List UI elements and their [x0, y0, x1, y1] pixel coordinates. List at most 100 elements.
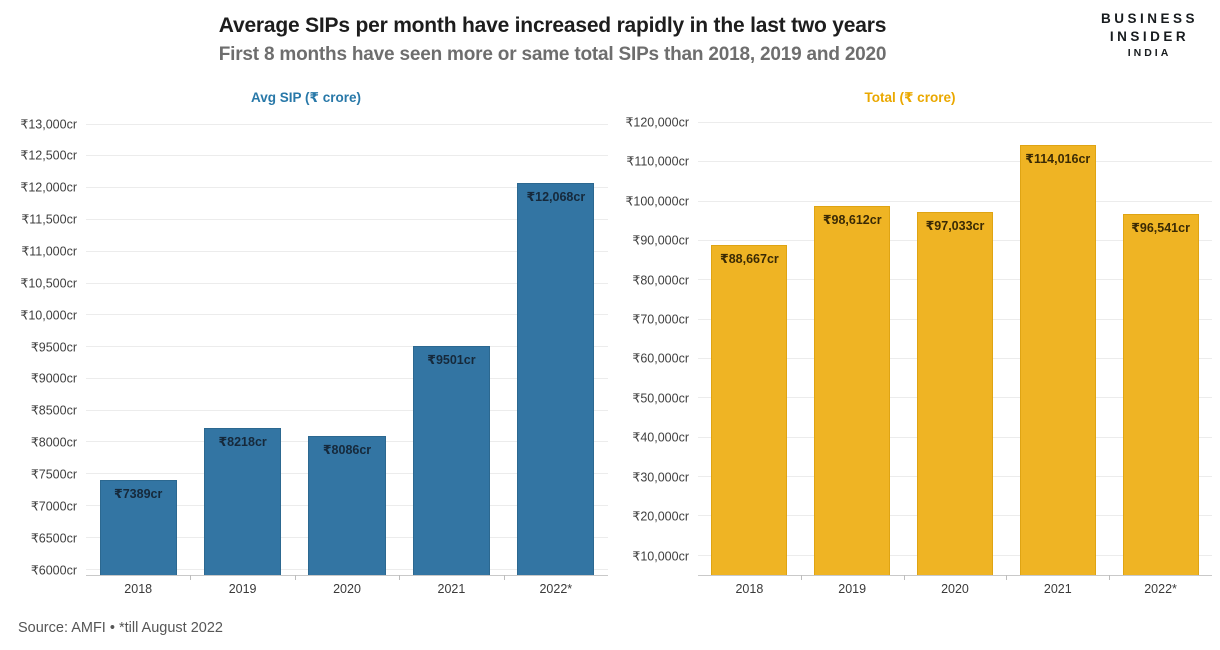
x-tick-label: 2022* [1144, 582, 1177, 596]
y-tick-label: ₹7000cr [30, 499, 77, 514]
x-tick-label: 2019 [228, 582, 257, 596]
axis-tick [294, 575, 296, 580]
y-tick-label: ₹60,000cr [632, 351, 689, 366]
bars-layer: ₹88,667cr ₹98,612cr ₹97,033cr ₹114,016cr ₹96… [698, 114, 1212, 575]
page-subtitle: First 8 months have seen more or same to… [218, 44, 887, 65]
bar-2022*: ₹12,068cr [517, 182, 595, 575]
axis-tick [190, 575, 192, 580]
y-tick-label: ₹20,000cr [632, 509, 689, 524]
bar-slot: ₹88,667cr [698, 114, 801, 575]
gridline [86, 155, 608, 157]
source-note: Source: AMFI • *till August 2022 [18, 620, 223, 636]
gridline [86, 377, 608, 379]
total-sip-x-axis: 2018 2019 2020 2021 2022* [698, 576, 1212, 596]
gridline [86, 282, 608, 284]
y-tick-label: ₹40,000cr [632, 430, 689, 445]
bar-2022*: ₹96,541cr [1122, 214, 1199, 575]
y-tick-label: ₹6000cr [30, 563, 77, 578]
bar-slot: ₹97,033cr [904, 114, 1007, 575]
y-tick-label: ₹10,000cr [632, 549, 689, 563]
bar-slot: ₹8218cr [190, 114, 294, 575]
bar-slot: ₹7389cr [86, 114, 190, 575]
gridline [86, 250, 608, 252]
header: Average SIPs per month have increased ra… [0, 0, 1220, 82]
bar-value-label: ₹8086cr [322, 443, 372, 458]
bar-2018: ₹88,667cr [711, 245, 788, 575]
x-tick-label: 2021 [437, 582, 466, 596]
gridline [698, 161, 1212, 163]
axis-tick [800, 575, 802, 580]
x-tick-label: 2020 [333, 582, 361, 596]
bar-value-label: ₹9501cr [427, 353, 476, 368]
bar-value-label: ₹8218cr [218, 434, 267, 449]
axis-tick [1006, 575, 1008, 580]
bar-slot: ₹98,612cr [801, 114, 904, 575]
x-tick-label: 2021 [1043, 582, 1072, 596]
bar-value-label: ₹96,541cr [1131, 221, 1190, 236]
y-tick-label: ₹10,500cr [20, 276, 77, 291]
avg-sip-chart-title: Avg SIP (₹ crore) [251, 90, 361, 105]
y-tick-label: ₹9000cr [30, 371, 77, 386]
bar-2020: ₹97,033cr [916, 212, 994, 575]
x-tick-label: 2020 [941, 582, 969, 596]
axis-tick [399, 575, 401, 580]
bar-2020: ₹8086cr [308, 436, 386, 575]
y-tick-label: ₹7500cr [30, 467, 77, 482]
y-tick-label: ₹120,000cr [625, 115, 689, 130]
x-tick-label: 2018 [735, 582, 764, 596]
y-tick-label: ₹8500cr [30, 403, 77, 418]
y-tick-label: ₹12,500cr [20, 148, 77, 163]
avg-sip-chart: Avg SIP (₹ crore) ₹6000cr ₹6500cr ₹7000cr ₹… [4, 90, 608, 596]
charts-row: Avg SIP (₹ crore) ₹6000cr ₹6500cr ₹7000cr ₹… [0, 90, 1220, 596]
total-sip-plot-area: ₹10,000cr ₹20,000cr ₹30,000cr ₹40,000cr ₹50,… [608, 114, 1212, 580]
y-tick-label: ₹13,000cr [20, 117, 77, 132]
y-tick-label: ₹50,000cr [632, 391, 689, 406]
gridline [86, 187, 608, 189]
bar-value-label: ₹98,612cr [822, 213, 882, 227]
bar-value-label: ₹88,667cr [720, 252, 779, 267]
axis-tick [903, 575, 905, 580]
bar-slot: ₹9501cr [399, 114, 503, 575]
gridline [86, 409, 608, 411]
business-insider-logo: BUSINESS INSIDER INDIA [1101, 10, 1198, 61]
avg-sip-plot: ₹7389cr ₹8218cr ₹8086cr ₹9501cr ₹12,068cr [86, 114, 608, 580]
gridline [86, 346, 608, 348]
bar-value-label: ₹114,016cr [1025, 152, 1091, 167]
bar-2021: ₹114,016cr [1019, 145, 1096, 575]
y-tick-label: ₹80,000cr [632, 273, 689, 288]
total-sip-y-axis: ₹10,000cr ₹20,000cr ₹30,000cr ₹40,000cr ₹50,… [608, 114, 698, 576]
y-tick-label: ₹100,000cr [625, 194, 689, 209]
x-tick-label: 2022* [539, 582, 573, 596]
bar-2019: ₹98,612cr [814, 206, 891, 575]
bar-value-label: ₹97,033cr [925, 219, 985, 234]
total-sip-chart-title: Total (₹ crore) [864, 90, 956, 105]
bars-layer: ₹7389cr ₹8218cr ₹8086cr ₹9501cr ₹12,068cr [86, 114, 608, 575]
avg-sip-y-axis: ₹6000cr ₹6500cr ₹7000cr ₹7500cr ₹8000cr ₹8500… [4, 114, 86, 578]
title-block: Average SIPs per month have increased ra… [0, 13, 1105, 68]
bar-slot: ₹12,068cr [504, 114, 608, 575]
y-tick-label: ₹11,500cr [21, 212, 77, 227]
page-title: Average SIPs per month have increased ra… [218, 14, 887, 37]
bar-value-label: ₹12,068cr [526, 189, 586, 204]
x-tick-label: 2019 [838, 582, 867, 596]
axis-tick [1109, 575, 1111, 580]
logo-line-insider: INSIDER [1109, 29, 1190, 44]
avg-sip-plot-area: ₹6000cr ₹6500cr ₹7000cr ₹7500cr ₹8000cr ₹8500… [4, 114, 608, 580]
y-tick-label: ₹110,000cr [626, 154, 689, 169]
logo-line-india: INDIA [1127, 47, 1172, 59]
y-tick-label: ₹70,000cr [632, 312, 689, 327]
x-tick-label: 2018 [124, 582, 153, 596]
bar-value-label: ₹7389cr [114, 487, 163, 502]
bar-2021: ₹9501cr [412, 346, 491, 575]
y-tick-label: ₹30,000cr [632, 470, 689, 485]
y-tick-label: ₹12,000cr [20, 180, 77, 195]
gridline [86, 218, 608, 220]
y-tick-label: ₹11,000cr [21, 244, 77, 259]
bar-2018: ₹7389cr [99, 480, 177, 575]
y-tick-label: ₹10,000cr [20, 308, 77, 323]
avg-sip-x-axis: 2018 2019 2020 2021 2022* [86, 576, 608, 596]
total-sip-plot: ₹88,667cr ₹98,612cr ₹97,033cr ₹114,016cr ₹96… [698, 114, 1212, 580]
bar-slot: ₹114,016cr [1006, 114, 1109, 575]
axis-tick [503, 575, 505, 580]
